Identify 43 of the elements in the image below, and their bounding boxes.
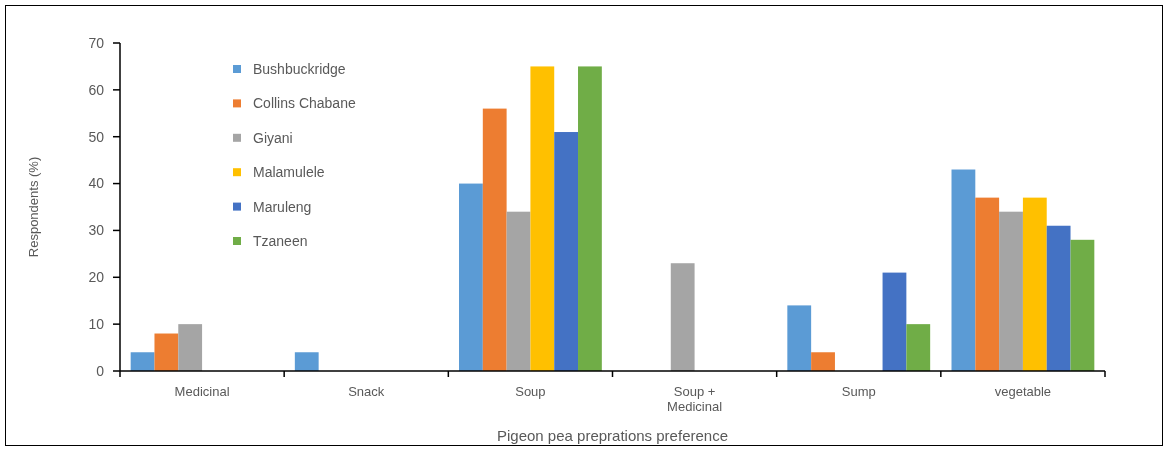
bar [1046, 225, 1071, 371]
bar [154, 333, 179, 371]
bar [975, 197, 1000, 371]
y-tick-label: 30 [88, 222, 105, 239]
bar [506, 211, 531, 371]
y-tick-label: 10 [88, 316, 105, 333]
x-tick-label: Sump [841, 384, 876, 399]
bar [951, 169, 976, 371]
bar [882, 272, 907, 371]
y-axis-title: Respondents (%) [26, 156, 41, 258]
bar [1070, 239, 1095, 371]
legend-label: Maruleng [253, 198, 312, 215]
bar [578, 66, 602, 371]
bar [554, 132, 579, 371]
bar [999, 211, 1023, 371]
bar [1022, 197, 1047, 371]
x-tick-label: Medicinal [174, 384, 230, 399]
x-axis-title: Pigeon pea preprations preference [497, 427, 728, 444]
y-tick-label: 70 [88, 34, 105, 51]
x-tick-label: Soup + Medicinal [667, 384, 723, 414]
legend-label: Malamulele [253, 164, 325, 181]
bar [670, 263, 695, 371]
bar [787, 305, 812, 371]
bar [294, 352, 319, 371]
bar [459, 183, 483, 371]
bar [130, 352, 155, 371]
y-tick-label: 50 [88, 128, 105, 145]
legend-label: Giyani [253, 129, 293, 146]
legend-label: Tzaneen [253, 232, 308, 249]
y-tick-label: 40 [88, 175, 105, 192]
legend-label: Collins Chabane [253, 95, 356, 112]
x-tick-label: Snack [348, 384, 385, 399]
bar [811, 352, 835, 371]
y-tick-label: 60 [88, 81, 105, 98]
bar [178, 324, 203, 371]
y-tick-label: 20 [88, 269, 105, 286]
y-tick-label: 0 [96, 362, 105, 379]
bar [906, 324, 931, 371]
bar [530, 66, 555, 371]
bar [482, 108, 507, 371]
x-tick-label: Soup [515, 384, 546, 399]
x-tick-label: vegetable [994, 384, 1052, 399]
legend-label: Bushbuckridge [253, 60, 346, 77]
